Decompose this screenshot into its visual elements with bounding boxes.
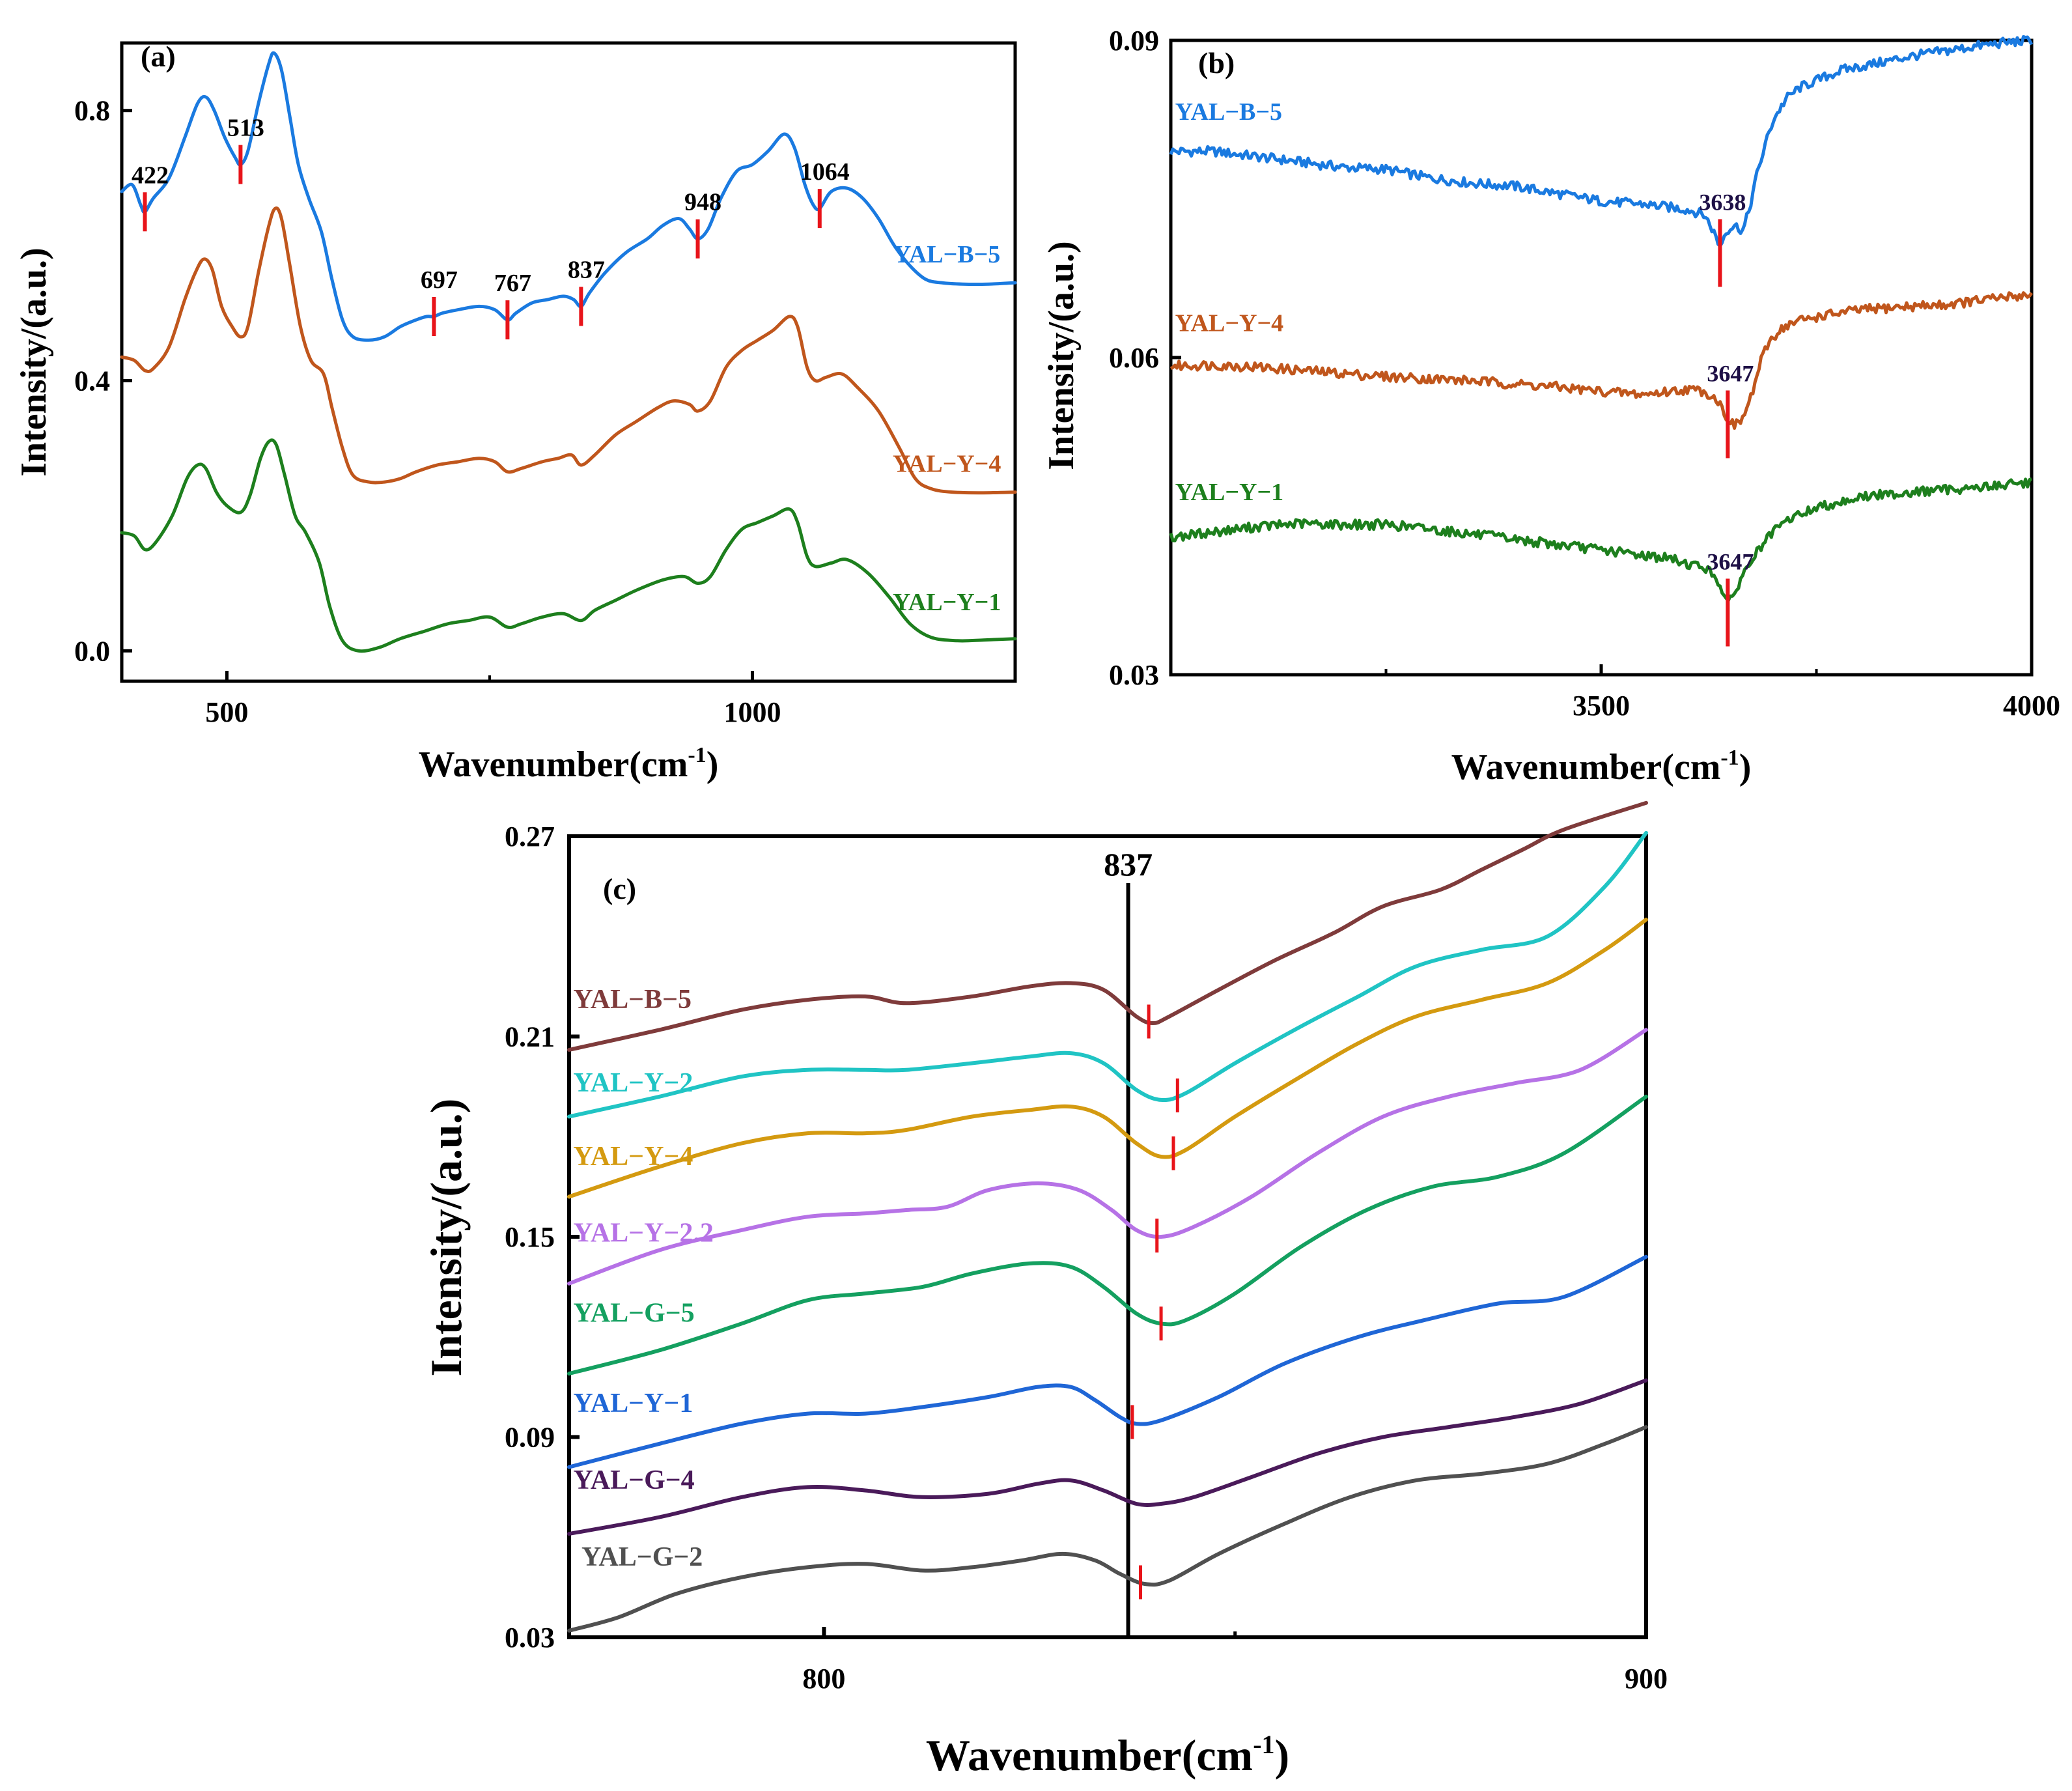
panel-a-series-line (120, 206, 1017, 495)
panel-c-series-line (567, 1254, 1648, 1469)
panel-a-markers: 422 513 697 767 837 948 1064 (132, 115, 850, 340)
panel-a-xlabel-main: Wavenumber(cm (419, 744, 688, 785)
panel-a-peak-label: 1064 (800, 158, 850, 186)
panel-a-frame (120, 41, 1017, 683)
panel-c-label: (c) (603, 872, 636, 905)
panel-c-ytick-label: 0.27 (505, 821, 555, 853)
panel-c-series-name: YAL−G−5 (573, 1299, 694, 1329)
panel-c-ytick-label: 0.21 (505, 1021, 555, 1053)
panel-a-peak-label: 767 (494, 270, 531, 297)
panel-a-series-name: YAL−B−5 (893, 241, 1000, 268)
panel-a-peak-label: 513 (227, 115, 264, 142)
panel-c-series-name: YAL−Y−2 (573, 1068, 693, 1098)
panel-a-ytick-label: 0.0 (74, 635, 110, 667)
panel-a-series-line (120, 51, 1017, 342)
panel-b-peak-label: 3647 (1707, 548, 1754, 574)
panel-a-xtick-label: 1000 (723, 696, 781, 728)
reference-line-label: 837 (1104, 846, 1153, 882)
panel-a-series-line (120, 438, 1017, 653)
panel-a-peak-label: 837 (568, 256, 605, 283)
panel-c-ytick-label: 0.03 (505, 1622, 555, 1654)
panel-b-frame (1169, 38, 2034, 677)
panel-c-ytick-label: 0.09 (505, 1422, 555, 1454)
panel-c-series-line (567, 1028, 1648, 1286)
panel-c-series-labels: YAL−B−5 YAL−Y−2 YAL−Y−4 YAL−Y−2.2 YAL−G−5 YAL… (573, 985, 714, 1572)
panel-c-series-name: YAL−Y−4 (573, 1142, 693, 1172)
panel-c-frame (567, 834, 1648, 1639)
panel-c-series-line (567, 1425, 1648, 1633)
panel-c-series-line (567, 800, 1648, 1052)
panel-b: 3500 4000 0.03 0.06 0.09 3638 3647 3647 YAL−B−… (1041, 25, 2060, 787)
panel-c-series-name: YAL−B−5 (573, 985, 692, 1015)
panel-b-series-line (1169, 477, 2032, 602)
panel-b-peak-label: 3647 (1707, 361, 1754, 387)
panel-a-xlabel-sup: -1 (688, 743, 706, 767)
panel-c-xlabel-close: ) (1275, 1730, 1290, 1780)
panel-c-xlabel-sup: -1 (1253, 1730, 1274, 1759)
panel-b-xlabel: Wavenumber(cm-1) (1451, 746, 1752, 787)
panel-a-xtick-label: 500 (205, 696, 248, 728)
panel-a-label: (a) (141, 40, 176, 73)
panel-c-series-name: YAL−G−4 (573, 1465, 694, 1495)
panel-b-xlabel-main: Wavenumber(cm (1451, 747, 1721, 787)
panel-a-ticks: 500 1000 0.0 0.4 0.8 (74, 95, 781, 728)
panel-a-ytick-label: 0.8 (74, 95, 110, 127)
panel-a-peak-label: 948 (684, 189, 721, 216)
panel-c-series-line (567, 830, 1648, 1119)
panel-b-xlabel-sup: -1 (1720, 746, 1739, 770)
panel-b-series-labels: YAL−B−5 YAL−Y−4 YAL−Y−1 (1175, 98, 1284, 506)
panel-a-xlabel: Wavenumber(cm-1) (419, 743, 719, 785)
panel-c-series-name: YAL−Y−2.2 (573, 1219, 714, 1248)
panel-b-ytick-label: 0.06 (1109, 342, 1159, 374)
panel-b-xlabel-close: ) (1739, 747, 1752, 787)
panel-b-series-line (1169, 35, 2034, 248)
panel-c-ylabel: Intensity/(a.u.) (421, 1099, 471, 1377)
panel-b-ytick-label: 0.03 (1109, 659, 1159, 691)
panel-b-peak-label: 3638 (1699, 190, 1746, 216)
panel-a-ytick-label: 0.4 (74, 365, 110, 397)
panel-c-reference-line: 837 (1104, 846, 1153, 1637)
panel-c-ticks: 800 900 0.03 0.09 0.15 0.21 0.27 (505, 821, 1668, 1695)
panel-a-series-labels: YAL−B−5 YAL−Y−4 YAL−Y−1 (893, 241, 1001, 616)
panel-c-series-name: YAL−G−2 (581, 1542, 703, 1572)
panel-c-series-line (567, 1094, 1648, 1376)
panel-b-series-name: YAL−B−5 (1175, 98, 1282, 126)
panel-b-series (1169, 35, 2034, 602)
panel-c-series (567, 800, 1648, 1633)
panel-a-series-name: YAL−Y−4 (893, 451, 1001, 478)
panel-b-label: (b) (1198, 46, 1235, 79)
panel-a-series (120, 51, 1017, 653)
panel-b-xtick-label: 4000 (2003, 690, 2060, 722)
panel-c-series-line (567, 918, 1648, 1199)
panel-b-markers: 3638 3647 3647 (1699, 190, 1754, 647)
panel-c-xtick-label: 900 (1625, 1663, 1668, 1695)
panel-b-ticks: 3500 4000 0.03 0.06 0.09 (1109, 25, 2060, 722)
panel-c-series-name: YAL−Y−1 (573, 1389, 693, 1418)
panel-c-markers (1130, 1004, 1179, 1600)
panel-b-ytick-label: 0.09 (1109, 25, 1159, 57)
panel-c-xtick-label: 800 (802, 1663, 845, 1695)
panel-a-series-name: YAL−Y−1 (893, 589, 1001, 616)
panel-a-xlabel-close: ) (707, 744, 719, 785)
panel-c-ytick-label: 0.15 (505, 1221, 555, 1253)
panel-b-series-name: YAL−Y−4 (1175, 309, 1284, 337)
panel-b-series-name: YAL−Y−1 (1175, 479, 1284, 506)
panel-c-xlabel-main: Wavenumber(cm (926, 1730, 1253, 1780)
panel-c-series-line (567, 1378, 1648, 1536)
panel-a-ylabel: Intensity/(a.u.) (14, 247, 54, 477)
panel-a-peak-label: 422 (132, 162, 169, 189)
panel-a-peak-label: 697 (421, 266, 458, 294)
panel-b-series-line (1169, 291, 2034, 430)
panel-b-xtick-label: 3500 (1573, 690, 1630, 722)
panel-b-ylabel: Intensity/(a.u.) (1041, 241, 1082, 470)
panel-c-xlabel: Wavenumber(cm-1) (926, 1730, 1289, 1780)
